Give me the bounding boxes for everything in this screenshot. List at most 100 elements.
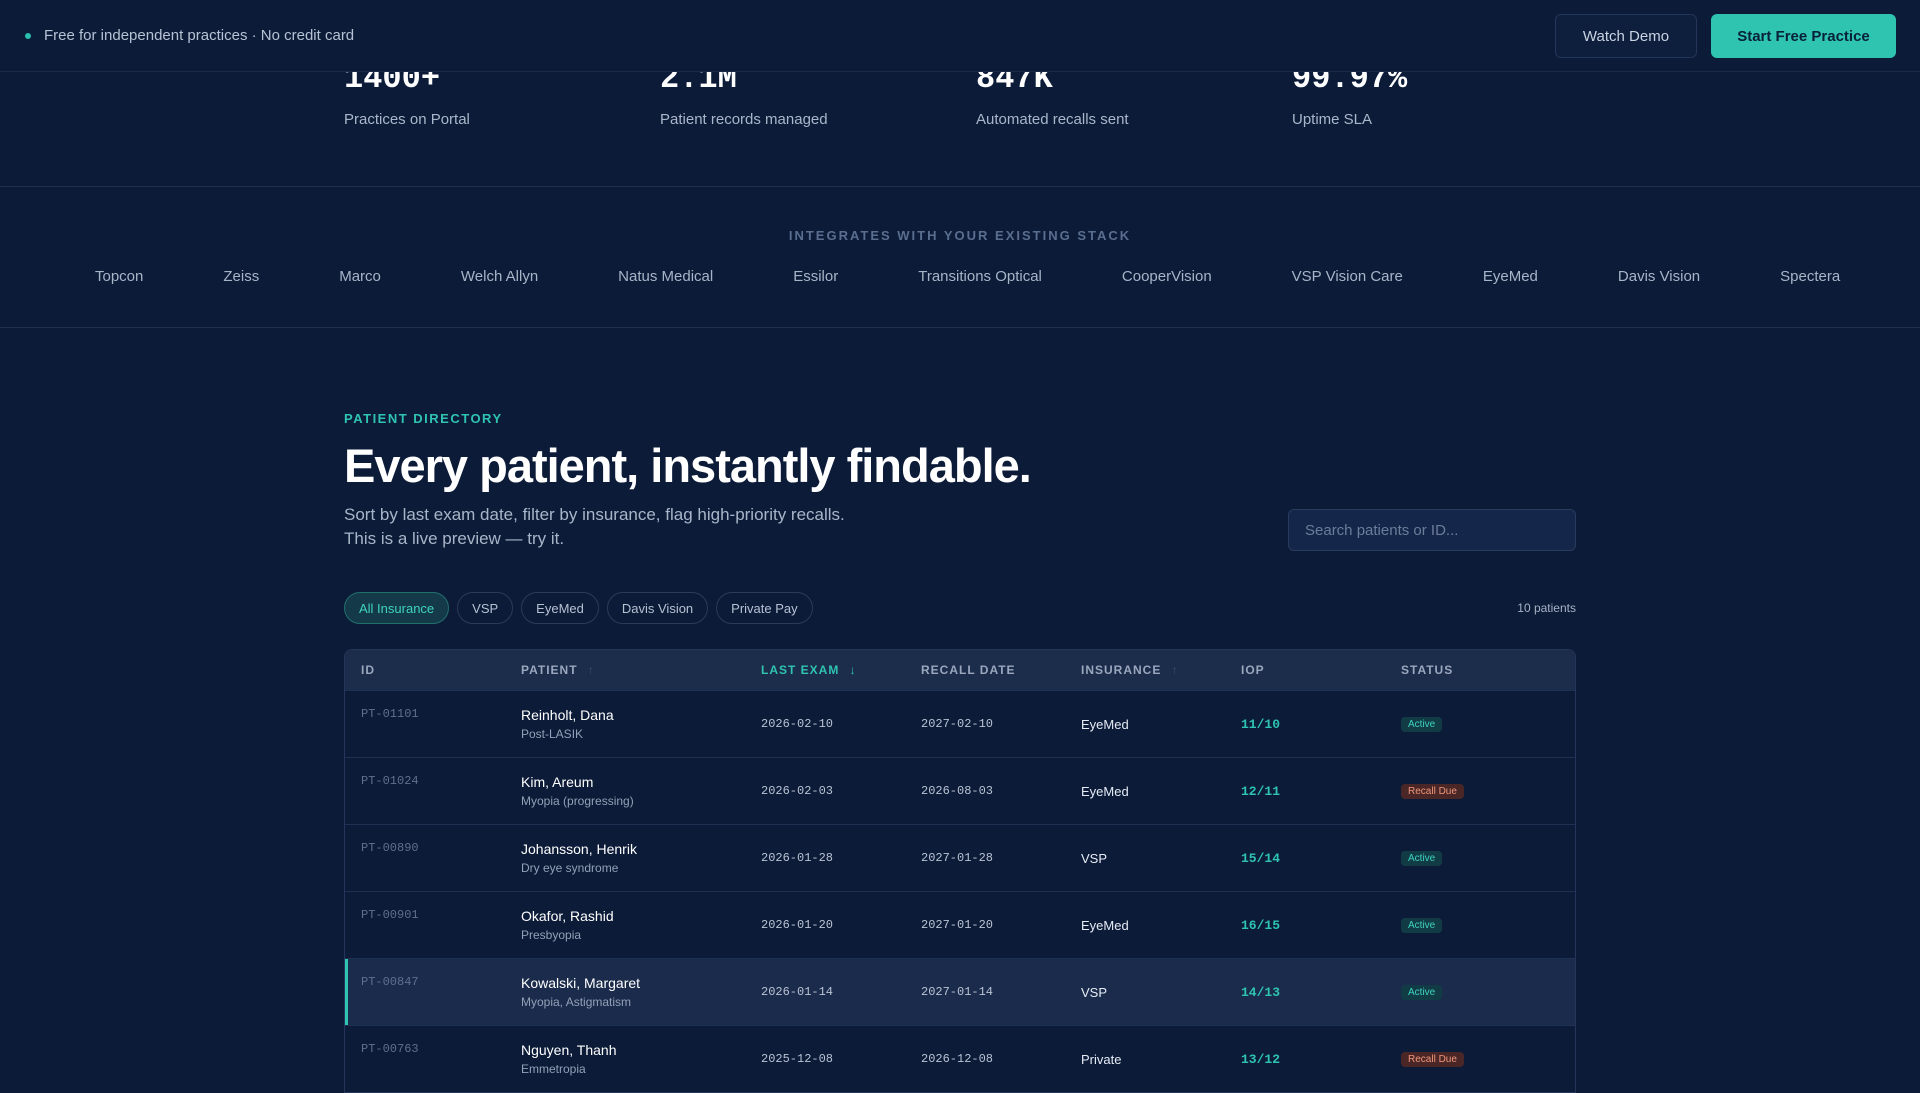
partner-logo: Natus Medical (618, 268, 714, 285)
partner-logo: Zeiss (223, 268, 260, 285)
iop: 14/13 (1241, 984, 1281, 1000)
column-header[interactable]: INSURANCE (1081, 663, 1241, 677)
table-row[interactable]: PT-01024 Kim, Areum Myopia (progressing) 20… (345, 757, 1575, 824)
last-exam: 2026-01-14 (761, 985, 834, 999)
top-bar: Free for independent practices · No cred… (0, 0, 1920, 72)
column-header[interactable]: LAST EXAM (761, 663, 921, 677)
patient-condition: Emmetropia (521, 1062, 586, 1076)
patient-id: PT-00763 (361, 1042, 419, 1056)
integrations-title: INTEGRATES WITH YOUR EXISTING STACK (788, 228, 1132, 243)
filter-chips: All Insurance VSP EyeMed Davis Vision Privat… (344, 592, 813, 624)
partner-logo: EyeMed (1482, 268, 1538, 285)
last-exam: 2026-02-10 (761, 717, 834, 731)
search-input[interactable]: Search patients or ID... (1288, 509, 1576, 551)
patient-name: Johansson, Henrik (521, 841, 637, 857)
patient-id: PT-00847 (361, 975, 419, 989)
table-row[interactable]: PT-01101 Reinholt, Dana Post-LASIK 2026-02-… (345, 690, 1575, 757)
filter-chip[interactable]: Davis Vision (606, 592, 709, 624)
patient-id: PT-00901 (361, 908, 419, 922)
column-header[interactable]: IOP (1241, 663, 1265, 677)
logo-strip: Topcon Zeiss Marco Welch Allyn Natus Medical… (95, 268, 1920, 285)
patient-cell: Kowalski, Margaret Myopia, Astigmatism (521, 975, 761, 1009)
partner-logo: Marco (339, 268, 381, 285)
insurance: Private (1081, 1051, 1122, 1067)
column-header[interactable]: RECALL DATE (921, 663, 1016, 677)
insurance: EyeMed (1081, 716, 1129, 732)
status-badge: Recall Due (1401, 1051, 1464, 1067)
recall-date: 2026-12-08 (921, 1052, 994, 1066)
column-header[interactable]: PATIENT (521, 663, 761, 677)
table-header: ID PATIENTLAST EXAMRECALL DATE INSURANCEIO… (345, 650, 1575, 690)
stat-label: Uptime SLA (1292, 111, 1373, 128)
eyebrow: PATIENT DIRECTORY (344, 411, 503, 426)
patient-id: PT-01024 (361, 774, 419, 788)
divider (0, 327, 1920, 328)
status-badge: Active (1401, 716, 1443, 732)
recall-date: 2027-02-10 (921, 717, 994, 731)
patient-cell: Okafor, Rashid Presbyopia (521, 908, 761, 942)
table-row[interactable]: PT-00763 Nguyen, Thanh Emmetropia 2025-12-0… (345, 1025, 1575, 1092)
patient-table: ID PATIENTLAST EXAMRECALL DATE INSURANCEIO… (344, 649, 1576, 1093)
status-badge: Active (1401, 984, 1443, 1000)
filter-chip[interactable]: VSP (457, 592, 514, 624)
patient-condition: Presbyopia (521, 928, 582, 942)
iop: 11/10 (1241, 716, 1281, 732)
insurance: VSP (1081, 984, 1108, 1000)
filter-chip[interactable]: Private Pay (716, 592, 813, 624)
patient-name: Okafor, Rashid (521, 908, 614, 924)
cta-button[interactable]: Start Free Practice (1711, 14, 1896, 58)
column-header[interactable]: ID (361, 663, 375, 677)
patient-condition: Dry eye syndrome (521, 861, 619, 875)
last-exam: 2026-01-20 (761, 918, 834, 932)
divider (0, 186, 1920, 187)
insurance: VSP (1081, 850, 1108, 866)
patient-id: PT-00890 (361, 841, 419, 855)
status-badge: Active (1401, 850, 1443, 866)
patient-name: Nguyen, Thanh (521, 1042, 617, 1058)
patient-cell: Reinholt, Dana Post-LASIK (521, 707, 761, 741)
patient-cell: Kim, Areum Myopia (progressing) (521, 774, 761, 808)
stat-label: Practices on Portal (344, 111, 470, 128)
table-row[interactable]: PT-00847 Kowalski, Margaret Myopia, Astigm… (345, 958, 1575, 1025)
insurance: EyeMed (1081, 917, 1129, 933)
partner-logo: Spectera (1780, 268, 1841, 285)
filter-chip[interactable]: EyeMed (521, 592, 599, 624)
patient-condition: Myopia, Astigmatism (521, 995, 632, 1009)
recall-date: 2027-01-20 (921, 918, 994, 932)
stat-label: Automated recalls sent (976, 111, 1129, 128)
cta-button[interactable]: Watch Demo (1555, 14, 1697, 58)
iop: 15/14 (1241, 850, 1281, 866)
table-row[interactable]: PT-00901 Okafor, Rashid Presbyopia 2026-01-… (345, 891, 1575, 958)
recall-date: 2027-01-14 (921, 985, 994, 999)
patient-name: Reinholt, Dana (521, 707, 614, 723)
partner-logo: CooperVision (1121, 268, 1212, 285)
patient-count: 10 patients (1517, 601, 1576, 615)
recall-date: 2026-08-03 (921, 784, 994, 798)
patient-name: Kim, Areum (521, 774, 594, 790)
status-badge: Active (1401, 917, 1443, 933)
patient-id: PT-01101 (361, 707, 419, 721)
patient-condition: Post-LASIK (521, 727, 584, 741)
table-row[interactable]: PT-00890 Johansson, Henrik Dry eye syndrom… (345, 824, 1575, 891)
iop: 16/15 (1241, 917, 1281, 933)
filter-chip[interactable]: All Insurance (344, 592, 450, 624)
patient-cell: Johansson, Henrik Dry eye syndrome (521, 841, 761, 875)
iop: 13/12 (1241, 1051, 1281, 1067)
partner-logo: Davis Vision (1617, 268, 1701, 285)
status-badge: Recall Due (1401, 783, 1464, 799)
insurance: EyeMed (1081, 783, 1129, 799)
column-header[interactable]: STATUS (1401, 663, 1454, 677)
patient-cell: Nguyen, Thanh Emmetropia (521, 1042, 761, 1076)
last-exam: 2026-02-03 (761, 784, 834, 798)
partner-logo: Essilor (793, 268, 839, 285)
partner-logo: Topcon (95, 268, 144, 285)
patient-condition: Myopia (progressing) (521, 794, 634, 808)
last-exam: 2026-01-28 (761, 851, 834, 865)
recall-date: 2027-01-28 (921, 851, 994, 865)
patient-name: Kowalski, Margaret (521, 975, 641, 991)
iop: 12/11 (1241, 783, 1281, 799)
partner-logo: Welch Allyn (460, 268, 539, 285)
partner-logo: VSP Vision Care (1291, 268, 1403, 285)
